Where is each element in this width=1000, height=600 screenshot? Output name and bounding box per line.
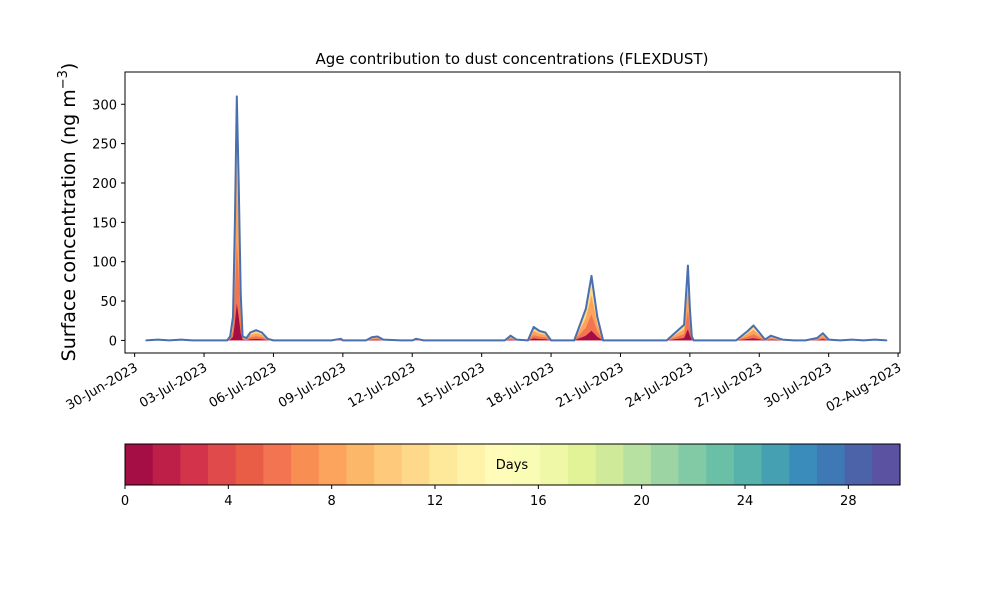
colorbar-band-3 <box>208 444 237 485</box>
colorbar-tick-label-7: 28 <box>840 494 857 509</box>
x-tick-label-5: 15-Jul-2023 <box>415 360 488 411</box>
area-layer-0 <box>146 96 887 341</box>
y-tick-label-0: 0 <box>109 334 117 349</box>
colorbar-tick-label-3: 12 <box>427 494 444 509</box>
colorbar-band-24 <box>789 444 818 485</box>
area-layer-2 <box>146 242 887 341</box>
colorbar-tick-label-2: 8 <box>328 494 336 509</box>
colorbar-band-12 <box>457 444 486 485</box>
y-tick-label-3: 150 <box>92 216 117 231</box>
colorbar-band-16 <box>567 444 597 485</box>
colorbar-band-5 <box>263 444 292 485</box>
series-line <box>146 95 887 342</box>
plot-frame <box>124 71 901 354</box>
colorbar-tick-label-6: 24 <box>737 494 754 509</box>
x-tick-label-4: 12-Jul-2023 <box>345 360 418 411</box>
colorbar-band-19 <box>650 444 680 485</box>
colorbar-band-15 <box>540 444 569 485</box>
colorbar-band-8 <box>346 444 375 485</box>
colorbar-band-22 <box>733 444 763 485</box>
y-axis-label: Surface concentration (ng m−3) <box>56 63 80 362</box>
colorbar-band-4 <box>235 444 264 485</box>
colorbar <box>125 444 901 485</box>
colorbar-band-0 <box>125 444 154 485</box>
y-tick-label-5: 250 <box>92 138 117 153</box>
colorbar-band-21 <box>706 444 735 485</box>
colorbar-band-10 <box>401 444 431 485</box>
x-tick-label-0: 30-Jun-2023 <box>64 360 141 413</box>
colorbar-band-23 <box>761 444 790 485</box>
colorbar-band-14 <box>512 444 541 485</box>
colorbar-band-7 <box>318 444 348 485</box>
x-tick-label-8: 24-Jul-2023 <box>623 360 696 411</box>
colorbar-frame <box>124 443 901 486</box>
y-tick-label-1: 50 <box>100 295 117 310</box>
y-tick-label-4: 200 <box>92 177 117 192</box>
y-tick-label-6: 300 <box>92 98 117 113</box>
y-axis-label-superscript: −3 <box>56 70 71 89</box>
colorbar-band-26 <box>844 444 873 485</box>
area-layer-1 <box>146 169 887 341</box>
colorbar-band-11 <box>429 444 458 485</box>
colorbar-band-6 <box>291 444 320 485</box>
x-tick-label-1: 03-Jul-2023 <box>137 360 210 411</box>
y-axis-label-close: ) <box>58 63 80 70</box>
x-tick-label-7: 21-Jul-2023 <box>554 360 627 411</box>
y-axis-label-text: Surface concentration (ng m <box>58 89 80 361</box>
plot-area <box>145 95 888 342</box>
colorbar-band-2 <box>180 444 209 485</box>
colorbar-tick-label-4: 16 <box>530 494 547 509</box>
colorbar-band-20 <box>678 444 707 485</box>
x-tick-label-2: 06-Jul-2023 <box>207 360 280 411</box>
colorbar-band-9 <box>374 444 403 485</box>
chart-title: Age contribution to dust concentrations … <box>316 50 709 68</box>
y-tick-label-2: 100 <box>92 256 117 271</box>
colorbar-band-18 <box>623 444 652 485</box>
colorbar-band-25 <box>816 444 846 485</box>
colorbar-tick-label-0: 0 <box>121 494 129 509</box>
x-tick-label-3: 09-Jul-2023 <box>276 360 349 411</box>
x-tick-label-6: 18-Jul-2023 <box>484 360 557 411</box>
colorbar-band-27 <box>872 444 901 485</box>
colorbar-label: Days <box>496 458 529 473</box>
colorbar-band-17 <box>595 444 624 485</box>
x-tick-label-9: 27-Jul-2023 <box>692 360 765 411</box>
x-tick-label-11: 02-Aug-2023 <box>824 360 904 415</box>
colorbar-band-1 <box>152 444 181 485</box>
colorbar-band-13 <box>484 444 514 485</box>
colorbar-tick-label-1: 4 <box>224 494 232 509</box>
colorbar-tick-label-5: 20 <box>633 494 650 509</box>
